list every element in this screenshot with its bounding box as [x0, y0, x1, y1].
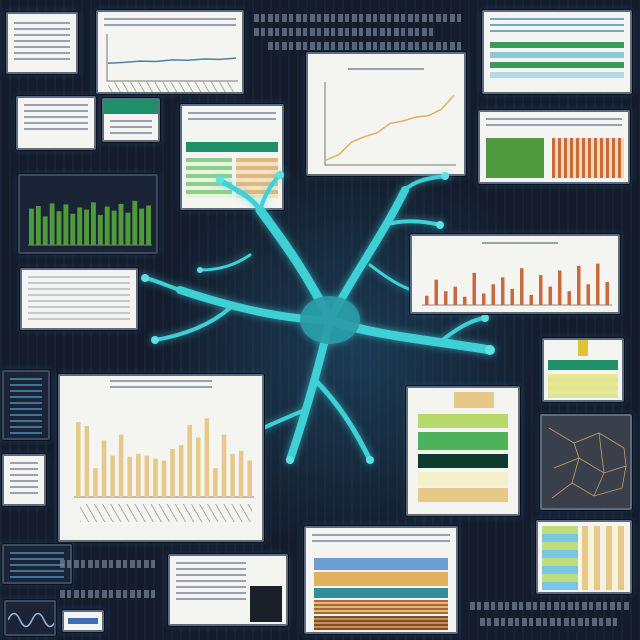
- bar-10: [510, 288, 514, 305]
- bar-13: [178, 445, 184, 497]
- bar-7: [482, 293, 486, 305]
- bar-5: [463, 296, 467, 305]
- bar-4: [453, 286, 457, 305]
- bar-chart-main: [74, 418, 254, 498]
- bar-3: [42, 216, 48, 245]
- bar-chart-panel-rust[interactable]: [410, 234, 620, 314]
- bar-18: [221, 434, 227, 497]
- yellow-green-card[interactable]: [542, 338, 624, 402]
- bar-15: [558, 270, 562, 305]
- line-chart-panel-main[interactable]: [306, 52, 466, 176]
- network-map: [548, 427, 627, 499]
- software-screenshot-panel[interactable]: [168, 554, 288, 626]
- bar-chart-panel-right[interactable]: [478, 110, 630, 184]
- side-text-panel: [2, 370, 50, 440]
- axes: [106, 34, 238, 82]
- bar-8: [77, 207, 83, 245]
- bar-17: [577, 265, 581, 305]
- bar-7: [127, 456, 132, 497]
- bar-2: [84, 425, 90, 497]
- line-chart-small: [106, 34, 238, 82]
- bar-8: [491, 284, 495, 305]
- bar-5: [110, 455, 115, 497]
- bar-20: [238, 450, 244, 497]
- document-thumbnail-3[interactable]: [20, 268, 138, 330]
- bar-9: [501, 277, 505, 305]
- bar-19: [230, 453, 235, 497]
- bar-1: [29, 208, 34, 245]
- document-thumbnail-2[interactable]: [16, 96, 96, 150]
- bar-9: [144, 455, 150, 497]
- bar-12: [104, 206, 110, 245]
- bar-3: [444, 291, 448, 305]
- bar-19: [596, 263, 600, 305]
- bar-1: [425, 295, 429, 305]
- bar-1: [76, 422, 81, 497]
- bar-15: [196, 437, 201, 497]
- color-grid-panel[interactable]: [536, 520, 632, 594]
- bar-chart-panel-main[interactable]: [58, 374, 264, 542]
- bar-4: [101, 440, 107, 497]
- bar-10: [153, 458, 158, 497]
- bar-3: [93, 468, 98, 497]
- small-white-card: [62, 610, 104, 632]
- bar-6: [63, 204, 69, 245]
- bar-11: [520, 268, 524, 305]
- bar-7: [70, 213, 76, 245]
- bar-15: [125, 212, 131, 245]
- bar-16: [204, 418, 210, 497]
- neuron-illustration: [141, 171, 495, 464]
- bar-11: [161, 460, 167, 497]
- series-line: [325, 94, 455, 161]
- waveform: [8, 612, 54, 628]
- stripe-chart-panel[interactable]: [482, 10, 632, 94]
- bar-2: [35, 206, 41, 245]
- line-chart-main: [324, 82, 456, 166]
- green-layer-panel[interactable]: [406, 386, 520, 516]
- waveform-panel: [4, 600, 56, 636]
- bar-12: [170, 449, 175, 497]
- bar-13: [111, 210, 117, 245]
- bar-14: [187, 425, 192, 497]
- series-line: [107, 57, 237, 64]
- green-card[interactable]: [102, 98, 160, 142]
- bar-12: [529, 294, 533, 305]
- bar-20: [605, 282, 609, 305]
- network-map-panel[interactable]: [540, 414, 632, 510]
- bar-chart-rust: [422, 263, 612, 306]
- document-thumbnail-1[interactable]: [6, 12, 78, 74]
- document-thumbnail-4[interactable]: [2, 454, 46, 506]
- axes: [324, 82, 456, 166]
- bar-5: [56, 211, 62, 245]
- bar-11: [97, 214, 103, 245]
- bar-9: [84, 209, 89, 245]
- bar-14: [548, 286, 552, 305]
- bar-14: [118, 203, 124, 245]
- bar-4: [49, 203, 55, 245]
- bar-6: [472, 272, 476, 305]
- bar-17: [213, 468, 218, 497]
- bar-16: [567, 291, 571, 305]
- layer-stack-panel[interactable]: [304, 526, 458, 634]
- bar-10: [91, 202, 96, 245]
- bar-18: [586, 284, 590, 305]
- bar-21: [247, 460, 252, 497]
- bar-18: [146, 205, 151, 245]
- bar-2: [434, 279, 438, 305]
- bar-13: [539, 275, 543, 305]
- bar-6: [118, 434, 124, 497]
- bar-17: [139, 208, 145, 245]
- bar-8: [136, 453, 141, 497]
- bar-chart-panel-dark[interactable]: [18, 174, 158, 254]
- line-chart-panel-top[interactable]: [96, 10, 244, 94]
- bar-16: [132, 200, 138, 245]
- bar-chart-dark: [28, 200, 152, 246]
